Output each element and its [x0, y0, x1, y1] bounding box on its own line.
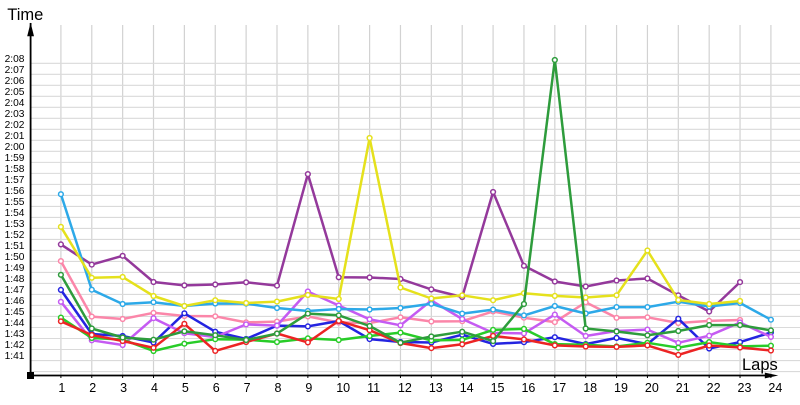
svg-text:1:58: 1:58: [5, 164, 25, 175]
svg-text:1:49: 1:49: [5, 263, 25, 274]
svg-text:17: 17: [552, 381, 566, 395]
svg-text:23: 23: [738, 381, 752, 395]
svg-text:1:53: 1:53: [5, 219, 25, 230]
svg-text:1:42: 1:42: [5, 340, 25, 351]
svg-text:2:08: 2:08: [5, 54, 25, 65]
svg-text:Laps: Laps: [742, 356, 778, 374]
svg-text:8: 8: [274, 381, 281, 395]
svg-text:6: 6: [213, 381, 220, 395]
svg-text:19: 19: [614, 381, 628, 395]
svg-text:16: 16: [521, 381, 535, 395]
svg-text:15: 15: [491, 381, 505, 395]
svg-text:7: 7: [244, 381, 251, 395]
svg-text:22: 22: [707, 381, 721, 395]
svg-text:1:51: 1:51: [5, 241, 25, 252]
svg-text:1:56: 1:56: [5, 186, 25, 197]
svg-text:1:52: 1:52: [5, 230, 25, 241]
svg-text:20: 20: [645, 381, 659, 395]
svg-text:2:01: 2:01: [5, 131, 25, 142]
svg-text:1:45: 1:45: [5, 307, 25, 318]
svg-text:1: 1: [58, 381, 65, 395]
svg-text:2:07: 2:07: [5, 65, 25, 76]
svg-text:1:55: 1:55: [5, 197, 25, 208]
svg-text:1:46: 1:46: [5, 296, 25, 307]
svg-text:18: 18: [583, 381, 597, 395]
svg-text:4: 4: [151, 381, 158, 395]
svg-text:1:50: 1:50: [5, 252, 25, 263]
svg-text:1:54: 1:54: [5, 208, 25, 219]
svg-text:1:48: 1:48: [5, 274, 25, 285]
svg-text:1:47: 1:47: [5, 285, 25, 296]
svg-text:24: 24: [768, 381, 782, 395]
svg-text:2:04: 2:04: [5, 98, 25, 109]
svg-text:5: 5: [182, 381, 189, 395]
svg-text:14: 14: [460, 381, 474, 395]
svg-text:2:02: 2:02: [5, 120, 25, 131]
svg-text:11: 11: [367, 381, 380, 395]
svg-text:1:59: 1:59: [5, 153, 25, 164]
svg-text:1:41: 1:41: [5, 351, 25, 362]
svg-text:Time: Time: [7, 6, 43, 24]
svg-text:2: 2: [89, 381, 96, 395]
svg-text:9: 9: [305, 381, 312, 395]
svg-text:1:43: 1:43: [5, 329, 25, 340]
svg-text:13: 13: [429, 381, 443, 395]
svg-text:2:06: 2:06: [5, 76, 25, 87]
svg-text:2:00: 2:00: [5, 142, 25, 153]
svg-text:1:44: 1:44: [5, 318, 25, 329]
svg-text:2:03: 2:03: [5, 109, 25, 120]
svg-text:2:05: 2:05: [5, 87, 25, 98]
svg-text:1:57: 1:57: [5, 175, 25, 186]
svg-text:3: 3: [120, 381, 127, 395]
svg-text:10: 10: [336, 381, 350, 395]
svg-text:12: 12: [398, 381, 412, 395]
svg-text:21: 21: [676, 381, 690, 395]
